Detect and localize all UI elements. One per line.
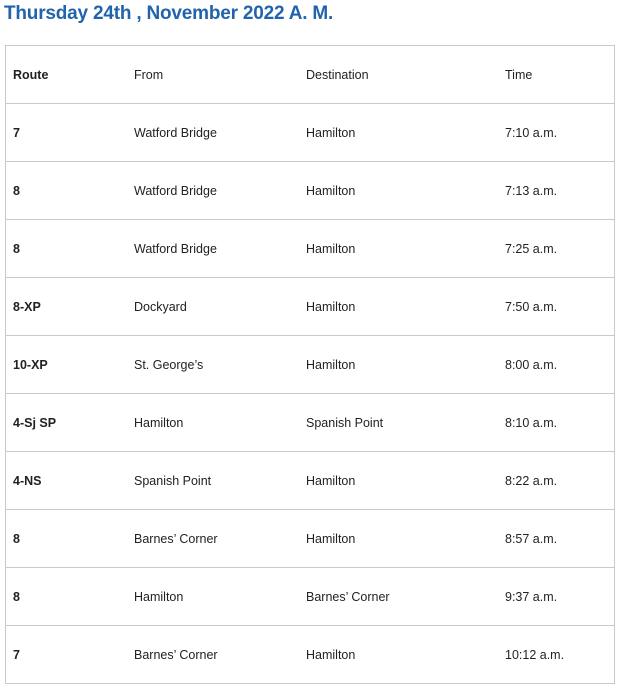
header-route: Route [5, 45, 127, 104]
cell-from: St. George’s [127, 335, 299, 394]
table-row: 8 Watford Bridge Hamilton 7:25 a.m. [5, 219, 615, 278]
table-row: 8 Watford Bridge Hamilton 7:13 a.m. [5, 161, 615, 220]
cell-route: 8 [5, 567, 127, 626]
cell-destination: Hamilton [299, 219, 498, 278]
cell-route: 10-XP [5, 335, 127, 394]
cell-from: Watford Bridge [127, 103, 299, 162]
table-row: 8 Hamilton Barnes’ Corner 9:37 a.m. [5, 567, 615, 626]
cell-from: Barnes’ Corner [127, 625, 299, 684]
cell-destination: Hamilton [299, 451, 498, 510]
header-from: From [127, 45, 299, 104]
cell-time: 7:10 a.m. [498, 103, 615, 162]
cell-route: 7 [5, 625, 127, 684]
cell-destination: Hamilton [299, 509, 498, 568]
cell-destination: Hamilton [299, 103, 498, 162]
cell-destination: Hamilton [299, 625, 498, 684]
table-row: 4-NS Spanish Point Hamilton 8:22 a.m. [5, 451, 615, 510]
cell-from: Hamilton [127, 567, 299, 626]
cell-time: 8:57 a.m. [498, 509, 615, 568]
cell-destination: Hamilton [299, 335, 498, 394]
cell-from: Spanish Point [127, 451, 299, 510]
cell-time: 8:22 a.m. [498, 451, 615, 510]
cell-destination: Spanish Point [299, 393, 498, 452]
cell-route: 7 [5, 103, 127, 162]
header-time: Time [498, 45, 615, 104]
cell-time: 7:25 a.m. [498, 219, 615, 278]
cell-from: Hamilton [127, 393, 299, 452]
cell-route: 8 [5, 219, 127, 278]
cell-route: 8-XP [5, 277, 127, 336]
cell-destination: Hamilton [299, 277, 498, 336]
cell-from: Watford Bridge [127, 161, 299, 220]
cell-route: 4-NS [5, 451, 127, 510]
cell-time: 8:00 a.m. [498, 335, 615, 394]
cell-route: 8 [5, 509, 127, 568]
cell-time: 7:13 a.m. [498, 161, 615, 220]
table-row: 10-XP St. George’s Hamilton 8:00 a.m. [5, 335, 615, 394]
cell-from: Watford Bridge [127, 219, 299, 278]
cell-time: 9:37 a.m. [498, 567, 615, 626]
table-body: 7 Watford Bridge Hamilton 7:10 a.m. 8 Watford… [5, 103, 615, 684]
cell-destination: Hamilton [299, 161, 498, 220]
bus-schedule-table: Route From Destination Time 7 Watford Bri… [5, 45, 615, 684]
table-row: 4-Sj SP Hamilton Spanish Point 8:10 a.m. [5, 393, 615, 452]
cell-from: Barnes’ Corner [127, 509, 299, 568]
cell-from: Dockyard [127, 277, 299, 336]
cell-time: 10:12 a.m. [498, 625, 615, 684]
header-destination: Destination [299, 45, 498, 104]
cell-route: 8 [5, 161, 127, 220]
table-row: 7 Watford Bridge Hamilton 7:10 a.m. [5, 103, 615, 162]
cell-time: 7:50 a.m. [498, 277, 615, 336]
table-row: 7 Barnes’ Corner Hamilton 10:12 a.m. [5, 625, 615, 684]
table-row: 8 Barnes’ Corner Hamilton 8:57 a.m. [5, 509, 615, 568]
cell-route: 4-Sj SP [5, 393, 127, 452]
table-header-row: Route From Destination Time [5, 45, 615, 104]
cell-destination: Barnes’ Corner [299, 567, 498, 626]
page-title: Thursday 24th , November 2022 A. M. [4, 3, 334, 24]
table-row: 8-XP Dockyard Hamilton 7:50 a.m. [5, 277, 615, 336]
cell-time: 8:10 a.m. [498, 393, 615, 452]
